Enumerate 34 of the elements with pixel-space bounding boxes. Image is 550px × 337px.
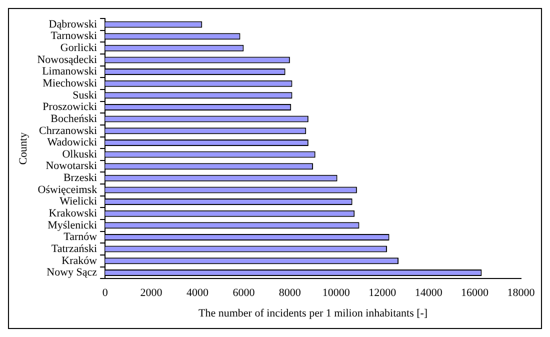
y-tick-label: Bocheński — [50, 112, 98, 125]
x-tick-label: 10000 — [322, 287, 350, 300]
y-tick-label: Krakowski — [48, 207, 98, 220]
y-tick-label: Chrzanowski — [39, 124, 98, 137]
y-tick-label: Gorlicki — [60, 42, 98, 54]
y-tick-label: Proszowicki — [42, 101, 98, 114]
y-tick-label: Myślenicki — [48, 219, 98, 232]
y-tick-label: Brzeski — [63, 172, 98, 184]
y-tick-label: Nowy Sącz — [46, 266, 98, 279]
x-tick-label: 14000 — [414, 287, 443, 300]
y-tick-label: Nowosądecki — [37, 54, 98, 66]
x-tick-label: 6000 — [232, 287, 256, 300]
y-tick-label: Olkuski — [62, 148, 98, 160]
y-axis-title: County — [17, 132, 30, 165]
x-tick-label: 18000 — [507, 287, 536, 300]
y-tick-label: Tarnów — [64, 231, 98, 244]
y-tick-label: Miechowski — [42, 77, 98, 90]
y-tick-label: Wielicki — [60, 196, 98, 208]
y-tick-label: Dąbrowski — [48, 18, 98, 30]
y-tick-label: Suski — [72, 89, 98, 102]
x-tick-label: 8000 — [278, 287, 302, 300]
y-tick-label: Tatrzański — [51, 242, 98, 255]
x-axis-title: The number of incidents per 1 milion inhabitants [-] — [198, 307, 428, 320]
y-tick-label: Tarnowski — [50, 30, 98, 42]
x-tick-label: 12000 — [368, 287, 397, 300]
x-tick-label: 2000 — [140, 287, 163, 300]
x-tick-label: 4000 — [186, 287, 209, 300]
x-tick-label: 0 — [102, 287, 108, 300]
y-tick-label: Kraków — [62, 254, 98, 267]
x-tick-label: 16000 — [461, 287, 490, 300]
y-tick-label: Wadowicki — [47, 136, 98, 149]
y-tick-label: Oświęceimsk — [38, 184, 98, 196]
y-tick-label: Limanowski — [42, 66, 98, 78]
y-tick-label: Nowotarski — [46, 160, 98, 172]
